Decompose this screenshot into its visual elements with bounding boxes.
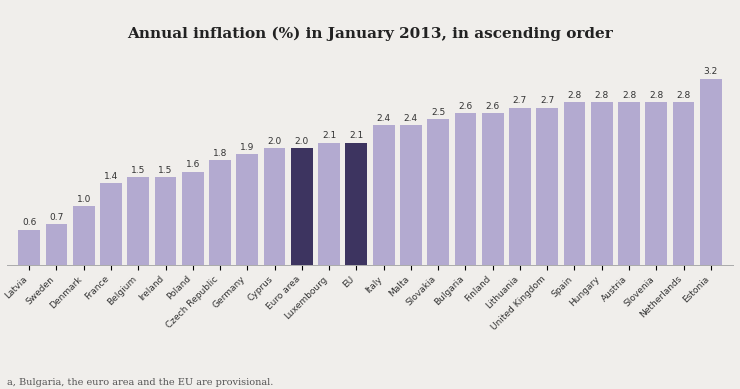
- Bar: [182, 172, 204, 265]
- Text: 0.7: 0.7: [50, 212, 64, 221]
- Bar: [100, 183, 122, 265]
- Bar: [591, 102, 613, 265]
- Text: 1.4: 1.4: [104, 172, 118, 181]
- Bar: [127, 177, 149, 265]
- Text: 2.8: 2.8: [595, 91, 609, 100]
- Text: 2.1: 2.1: [322, 131, 336, 140]
- Text: 2.4: 2.4: [377, 114, 391, 123]
- Text: 3.2: 3.2: [704, 67, 718, 76]
- Text: 2.0: 2.0: [295, 137, 309, 146]
- Bar: [318, 142, 340, 265]
- Text: 2.6: 2.6: [485, 102, 500, 111]
- Text: 2.8: 2.8: [649, 91, 663, 100]
- Bar: [209, 160, 231, 265]
- Text: 2.5: 2.5: [431, 108, 445, 117]
- Bar: [645, 102, 667, 265]
- Bar: [46, 224, 67, 265]
- Text: 1.6: 1.6: [186, 160, 200, 169]
- Bar: [618, 102, 640, 265]
- Bar: [427, 119, 449, 265]
- Text: a, Bulgaria, the euro area and the EU are provisional.: a, Bulgaria, the euro area and the EU ar…: [7, 378, 274, 387]
- Text: 0.6: 0.6: [22, 218, 36, 227]
- Bar: [236, 154, 258, 265]
- Text: 2.0: 2.0: [267, 137, 282, 146]
- Text: 2.8: 2.8: [622, 91, 636, 100]
- Text: 2.6: 2.6: [458, 102, 473, 111]
- Bar: [700, 79, 722, 265]
- Text: 2.4: 2.4: [404, 114, 418, 123]
- Bar: [673, 102, 694, 265]
- Bar: [73, 207, 95, 265]
- Text: 2.8: 2.8: [676, 91, 690, 100]
- Bar: [18, 230, 40, 265]
- Bar: [509, 108, 531, 265]
- Bar: [400, 125, 422, 265]
- Text: 1.5: 1.5: [158, 166, 172, 175]
- Bar: [454, 114, 477, 265]
- Text: 1.5: 1.5: [131, 166, 146, 175]
- Text: 2.1: 2.1: [349, 131, 363, 140]
- Text: 2.8: 2.8: [568, 91, 582, 100]
- Bar: [564, 102, 585, 265]
- Bar: [373, 125, 394, 265]
- Text: 2.7: 2.7: [513, 96, 527, 105]
- Bar: [155, 177, 176, 265]
- Text: 1.0: 1.0: [76, 195, 91, 204]
- Text: 2.7: 2.7: [540, 96, 554, 105]
- Title: Annual inflation (%) in January 2013, in ascending order: Annual inflation (%) in January 2013, in…: [127, 27, 613, 41]
- Bar: [482, 114, 504, 265]
- Bar: [346, 142, 367, 265]
- Text: 1.9: 1.9: [240, 143, 255, 152]
- Bar: [291, 148, 313, 265]
- Text: 1.8: 1.8: [213, 149, 227, 158]
- Bar: [536, 108, 558, 265]
- Bar: [263, 148, 286, 265]
